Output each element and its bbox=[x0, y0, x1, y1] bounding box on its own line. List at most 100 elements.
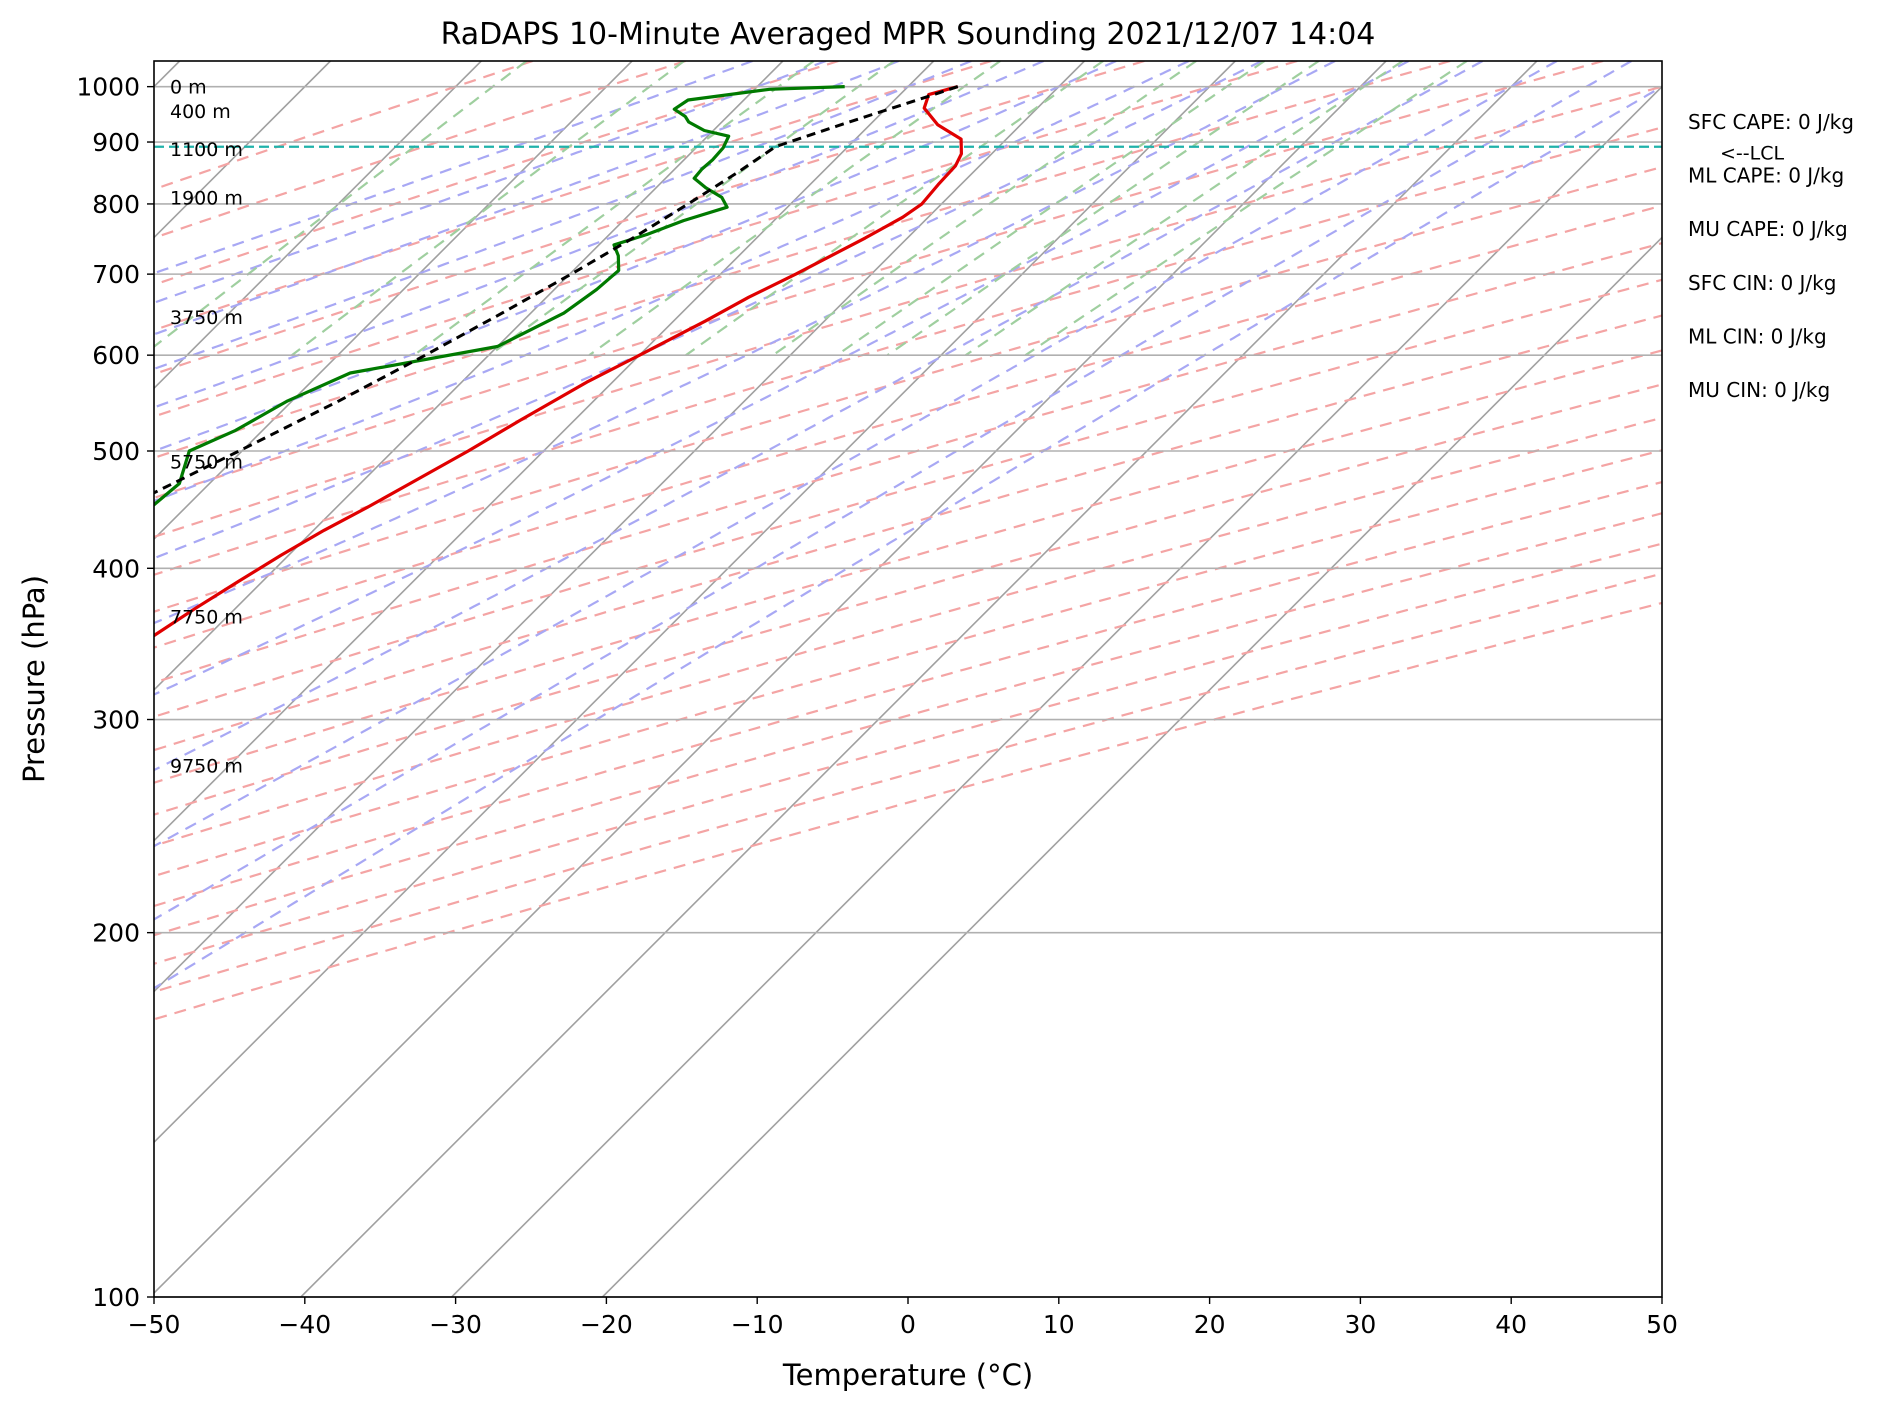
dry-adiabat-line bbox=[154, 601, 1662, 1021]
isotherm-line bbox=[300, 61, 1538, 1297]
dry-adiabat-line bbox=[154, 61, 1604, 500]
moist-adiabat-line bbox=[154, 61, 827, 304]
mixing-ratio-line bbox=[965, 61, 1404, 357]
temperature-tick-label: 0 bbox=[900, 1310, 916, 1339]
mixing-ratio-line bbox=[291, 61, 685, 357]
pressure-tick-label: 100 bbox=[92, 1283, 140, 1312]
pressure-tick-label: 900 bbox=[92, 128, 140, 157]
isotherm-line bbox=[154, 61, 1387, 1295]
dry-adiabat-line bbox=[154, 480, 1662, 908]
stability-index: MU CAPE: 0 J/kg bbox=[1688, 217, 1848, 241]
dry-adiabat-line bbox=[154, 314, 1662, 752]
dry-adiabat-line bbox=[154, 61, 1145, 376]
height-label: 1900 m bbox=[170, 187, 243, 209]
height-label: 400 m bbox=[170, 101, 231, 123]
temperature-tick-label: −10 bbox=[731, 1310, 784, 1339]
temperature-tick-label: −40 bbox=[278, 1310, 331, 1339]
mixing-ratio-line bbox=[413, 61, 815, 357]
mixing-ratio-line bbox=[772, 61, 1197, 357]
stability-index: MU CIN: 0 J/kg bbox=[1688, 378, 1830, 402]
dry-adiabat-line bbox=[154, 449, 1662, 878]
stability-indices: SFC CAPE: 0 J/kg ML CAPE: 0 J/kg MU CAPE: … bbox=[1688, 110, 1854, 402]
dry-adiabat-line bbox=[154, 204, 1662, 649]
moist-adiabat-line bbox=[154, 61, 1410, 696]
temperature-tick-label: 20 bbox=[1194, 1310, 1226, 1339]
dry-adiabat-line bbox=[154, 416, 1662, 847]
temperature-tick-label: −20 bbox=[580, 1310, 633, 1339]
temperature-tick-label: 30 bbox=[1344, 1310, 1376, 1339]
stability-index: SFC CIN: 0 J/kg bbox=[1688, 271, 1836, 295]
mixing-ratio-line bbox=[1024, 61, 1468, 357]
moist-adiabat-line bbox=[154, 85, 1662, 990]
moist-adiabat-line bbox=[154, 61, 1263, 560]
height-label: 3750 m bbox=[170, 307, 243, 329]
plot-frame bbox=[153, 60, 1663, 1298]
height-label: 5750 m bbox=[170, 452, 243, 474]
temperature-axis: −50 −40 −30 −20 −10 0 10 20 30 40 50 bbox=[128, 1297, 1678, 1339]
pressure-tick-label: 500 bbox=[92, 437, 140, 466]
moist-adiabat-line bbox=[154, 61, 1190, 503]
moist-adiabat-line bbox=[154, 61, 1558, 848]
isotherm-line bbox=[154, 61, 633, 541]
background-lines bbox=[154, 61, 1662, 1297]
isotherm-line bbox=[154, 61, 1236, 1144]
isotherm-line bbox=[154, 61, 482, 390]
pressure-tick-label: 700 bbox=[92, 260, 140, 289]
mixing-ratio-line bbox=[488, 61, 895, 357]
dry-adiabat-line bbox=[154, 61, 1298, 418]
pressure-tick-label: 800 bbox=[92, 190, 140, 219]
height-label: 1100 m bbox=[170, 139, 243, 161]
isotherm-line bbox=[601, 236, 1662, 1297]
dry-adiabat-line bbox=[154, 512, 1662, 937]
moist-adiabat-line bbox=[154, 61, 1117, 453]
dry-adiabat-line bbox=[154, 61, 686, 240]
height-label: 0 m bbox=[170, 77, 207, 99]
temperature-tick-label: 40 bbox=[1495, 1310, 1527, 1339]
mixing-ratio-line bbox=[588, 61, 1001, 357]
moist-adiabat-line bbox=[154, 61, 1632, 921]
dry-adiabat-line bbox=[154, 61, 839, 286]
dry-adiabat-line bbox=[154, 383, 1662, 816]
isotherm-line bbox=[154, 61, 1086, 993]
temperature-tick-label: −50 bbox=[128, 1310, 181, 1339]
pressure-tick-label: 400 bbox=[92, 554, 140, 583]
mixing-ratio-line bbox=[154, 61, 528, 349]
stability-index: SFC CAPE: 0 J/kg bbox=[1688, 110, 1854, 134]
dry-adiabat-line bbox=[154, 542, 1662, 965]
moist-adiabat-line bbox=[154, 61, 1484, 772]
dry-adiabat-line bbox=[154, 278, 1662, 718]
height-label: 7750 m bbox=[170, 606, 243, 628]
pressure-tick-label: 200 bbox=[92, 919, 140, 948]
isotherm-line bbox=[451, 85, 1662, 1297]
parcel-path bbox=[154, 85, 959, 495]
pressure-tick-label: 300 bbox=[92, 706, 140, 735]
dry-adiabat-line bbox=[154, 126, 1662, 576]
moist-adiabat-line bbox=[154, 61, 1045, 409]
sounding-profiles bbox=[154, 85, 1662, 638]
mixing-ratio-line bbox=[886, 61, 1320, 357]
dry-adiabat-line bbox=[154, 165, 1662, 613]
lcl-label: <--LCL bbox=[1720, 143, 1784, 165]
mixing-ratio-line bbox=[836, 61, 1266, 357]
moist-adiabat-line bbox=[154, 61, 1336, 625]
temperature-tick-label: −30 bbox=[429, 1310, 482, 1339]
mixing-ratio-line bbox=[685, 61, 1104, 357]
y-axis-label: Pressure (hPa) bbox=[17, 575, 51, 783]
pressure-tick-label: 1000 bbox=[76, 73, 140, 102]
stability-index: ML CAPE: 0 J/kg bbox=[1688, 164, 1844, 188]
moist-adiabat-line bbox=[154, 61, 753, 275]
pressure-axis: 100 200 300 400 500 600 700 800 900 1000 bbox=[76, 73, 154, 1312]
moist-adiabat-line bbox=[154, 61, 900, 336]
dewpoint-profile bbox=[154, 85, 845, 507]
temperature-profile bbox=[154, 85, 963, 638]
chart-title: RaDAPS 10-Minute Averaged MPR Sounding 2… bbox=[441, 17, 1376, 52]
dry-adiabat-line bbox=[154, 242, 1662, 684]
isotherm-line bbox=[154, 61, 935, 842]
height-label: 9750 m bbox=[170, 755, 243, 777]
temperature-tick-label: 50 bbox=[1646, 1310, 1678, 1339]
dry-adiabat-line bbox=[154, 349, 1662, 784]
pressure-tick-label: 600 bbox=[92, 341, 140, 370]
stability-index: ML CIN: 0 J/kg bbox=[1688, 324, 1827, 348]
